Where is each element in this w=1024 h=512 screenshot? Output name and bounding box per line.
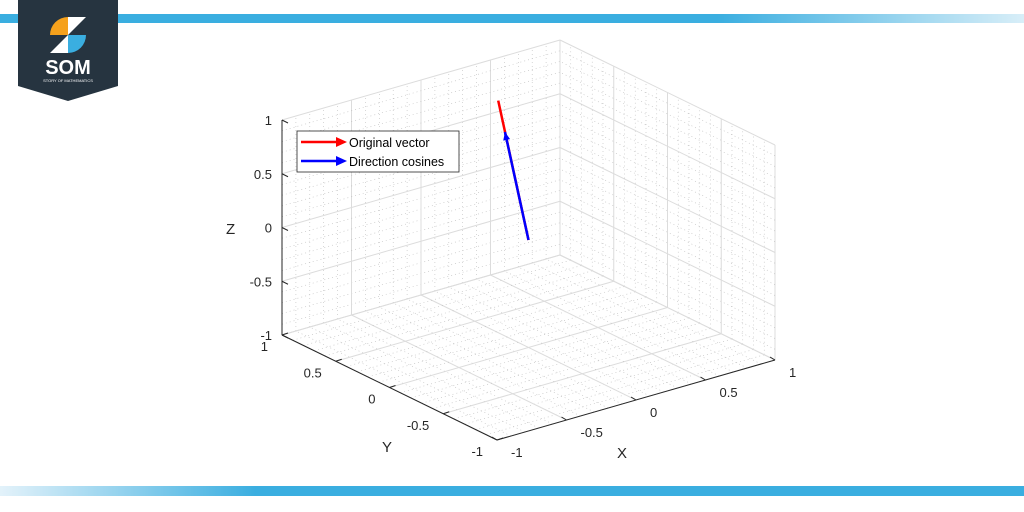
z-tick-label: 1 bbox=[265, 113, 272, 128]
legend: Original vector Direction cosines bbox=[296, 130, 460, 173]
z-tick bbox=[281, 227, 289, 231]
y-axis-label: Y bbox=[382, 439, 392, 456]
z-tick bbox=[281, 119, 289, 124]
arrowhead-1 bbox=[503, 132, 511, 141]
svg-text:SOM: SOM bbox=[45, 57, 91, 79]
major-gridline bbox=[281, 147, 561, 228]
minor-gridline bbox=[324, 275, 604, 357]
major-gridline bbox=[389, 307, 668, 388]
z-tick-label: 0 bbox=[265, 221, 272, 236]
y-tick bbox=[389, 385, 396, 388]
major-gridline bbox=[281, 39, 561, 121]
x-tick bbox=[491, 436, 498, 441]
y-tick bbox=[496, 437, 504, 441]
major-gridline bbox=[559, 39, 776, 146]
x-tick-label: -0.5 bbox=[581, 425, 603, 440]
z-tick-label: 0.5 bbox=[254, 167, 272, 182]
major-gridline bbox=[281, 254, 561, 336]
minor-gridline bbox=[303, 265, 582, 346]
minor-gridline bbox=[292, 259, 571, 341]
minor-gridline bbox=[281, 61, 561, 142]
major-gridline bbox=[490, 274, 706, 381]
x-tick-label: 0 bbox=[650, 405, 657, 420]
legend-arrow-blue-icon bbox=[336, 156, 347, 166]
x-tick-label: 0.5 bbox=[720, 385, 738, 400]
bottom-accent-bar bbox=[0, 486, 1024, 496]
svg-text:STORY OF MATHEMATICS: STORY OF MATHEMATICS bbox=[43, 78, 93, 83]
minor-gridline bbox=[346, 286, 625, 367]
x-tick bbox=[630, 396, 637, 401]
minor-gridline bbox=[281, 50, 561, 132]
vector-1 bbox=[503, 131, 530, 241]
x-tick bbox=[561, 416, 567, 421]
major-gridline bbox=[559, 254, 776, 361]
minor-gridline bbox=[314, 270, 593, 352]
y-tick bbox=[443, 411, 450, 415]
top-accent-bar bbox=[0, 14, 1024, 23]
major-gridline bbox=[559, 93, 776, 200]
y-tick bbox=[281, 332, 289, 336]
axes bbox=[281, 119, 776, 441]
minor-gridline bbox=[367, 296, 647, 378]
legend-entry-direction: Direction cosines bbox=[349, 155, 444, 169]
som-logo: SOM STORY OF MATHEMATICS bbox=[18, 0, 118, 101]
vectors bbox=[497, 100, 530, 241]
y-tick-label: 0 bbox=[368, 392, 375, 407]
y-tick bbox=[335, 358, 342, 362]
major-gridline bbox=[335, 280, 614, 362]
y-tick-label: -1 bbox=[471, 444, 483, 459]
z-tick-label: -1 bbox=[260, 328, 272, 343]
minor-gridline bbox=[378, 301, 657, 383]
tick-labels: -1-0.500.51-1-0.500.51-1-0.500.51 bbox=[250, 113, 797, 460]
y-tick-label: -0.5 bbox=[407, 418, 429, 433]
minor-gridline bbox=[357, 291, 636, 373]
y-tick-label: 0.5 bbox=[304, 365, 322, 380]
z-axis-label: Z bbox=[226, 221, 235, 238]
x-axis-label: X bbox=[617, 445, 627, 462]
legend-arrow-red-icon bbox=[336, 137, 347, 147]
x-tick-label: -1 bbox=[511, 445, 523, 460]
x-tick-label: 1 bbox=[789, 365, 796, 380]
z-tick bbox=[281, 334, 289, 339]
major-gridline bbox=[559, 147, 776, 253]
x-tick bbox=[769, 356, 776, 361]
z-tick bbox=[281, 173, 289, 178]
z-tick bbox=[281, 280, 289, 285]
y-tick-label: 1 bbox=[261, 339, 268, 354]
z-tick-label: -0.5 bbox=[250, 274, 272, 289]
legend-entry-original: Original vector bbox=[349, 136, 430, 150]
minor-gridline bbox=[281, 136, 561, 218]
x-tick bbox=[700, 376, 706, 381]
